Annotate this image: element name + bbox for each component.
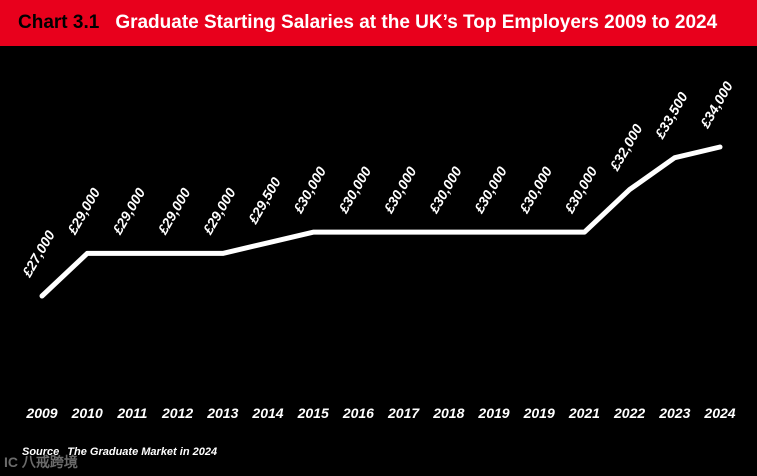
series-line xyxy=(39,144,723,299)
x-tick-label: 2012 xyxy=(161,405,193,421)
x-tick-label: 2010 xyxy=(71,405,103,421)
chart-title: Graduate Starting Salaries at the UK’s T… xyxy=(115,12,718,33)
data-label: £33,500 xyxy=(651,89,691,142)
data-label: £27,000 xyxy=(18,227,58,280)
data-label: £30,000 xyxy=(470,164,510,217)
x-tick-label: 2023 xyxy=(658,405,690,421)
x-axis-ticks: 2009 2010 2011 2012 2013 2014 2015 2016 2017 2018… xyxy=(25,405,735,421)
line-chart: £27,000£29,000 £29,000 £29,000 £29,000 £29,5… xyxy=(18,78,736,421)
x-tick-label: 2011 xyxy=(116,405,147,421)
data-label: £32,000 xyxy=(606,121,646,174)
data-label: £29,000 xyxy=(199,185,239,238)
chart-source: Source The Graduate Market in 2024 xyxy=(22,446,217,458)
x-tick-label: 2017 xyxy=(387,405,420,421)
data-label: £29,000 xyxy=(109,185,149,238)
x-tick-label: 2021 xyxy=(568,405,600,421)
x-tick-label: 2009 xyxy=(25,405,57,421)
data-label: £30,000 xyxy=(335,164,375,217)
chart-header: Chart 3.1 Graduate Starting Salaries at … xyxy=(0,0,757,46)
source-text: The Graduate Market in 2024 xyxy=(67,446,218,458)
data-label: £29,000 xyxy=(154,185,194,238)
data-labels: £27,000£29,000 £29,000 £29,000 £29,000 £29,5… xyxy=(18,78,736,280)
data-label: £29,500 xyxy=(244,174,284,227)
x-tick-label: 2016 xyxy=(342,405,374,421)
x-tick-label: 2013 xyxy=(206,405,238,421)
data-label: £30,000 xyxy=(380,164,420,217)
x-tick-label: 2014 xyxy=(251,405,283,421)
x-tick-label: 2019 xyxy=(523,405,555,421)
x-tick-label: 2024 xyxy=(703,405,735,421)
x-tick-label: 2019 xyxy=(477,405,509,421)
x-tick-label: 2022 xyxy=(613,405,645,421)
data-label: £30,000 xyxy=(425,164,465,217)
chart-number: Chart 3.1 xyxy=(18,12,100,33)
data-label: £34,000 xyxy=(696,78,736,131)
source-label: Source xyxy=(22,446,60,458)
data-label: £29,000 xyxy=(63,185,103,238)
x-tick-label: 2018 xyxy=(432,405,464,421)
x-tick-label: 2015 xyxy=(297,405,329,421)
data-label: £30,000 xyxy=(561,164,601,217)
data-label: £30,000 xyxy=(289,164,329,217)
watermark-logo: IC 八戒跨境 xyxy=(4,454,78,470)
series-line-layer xyxy=(39,144,723,299)
data-label: £30,000 xyxy=(515,164,555,217)
